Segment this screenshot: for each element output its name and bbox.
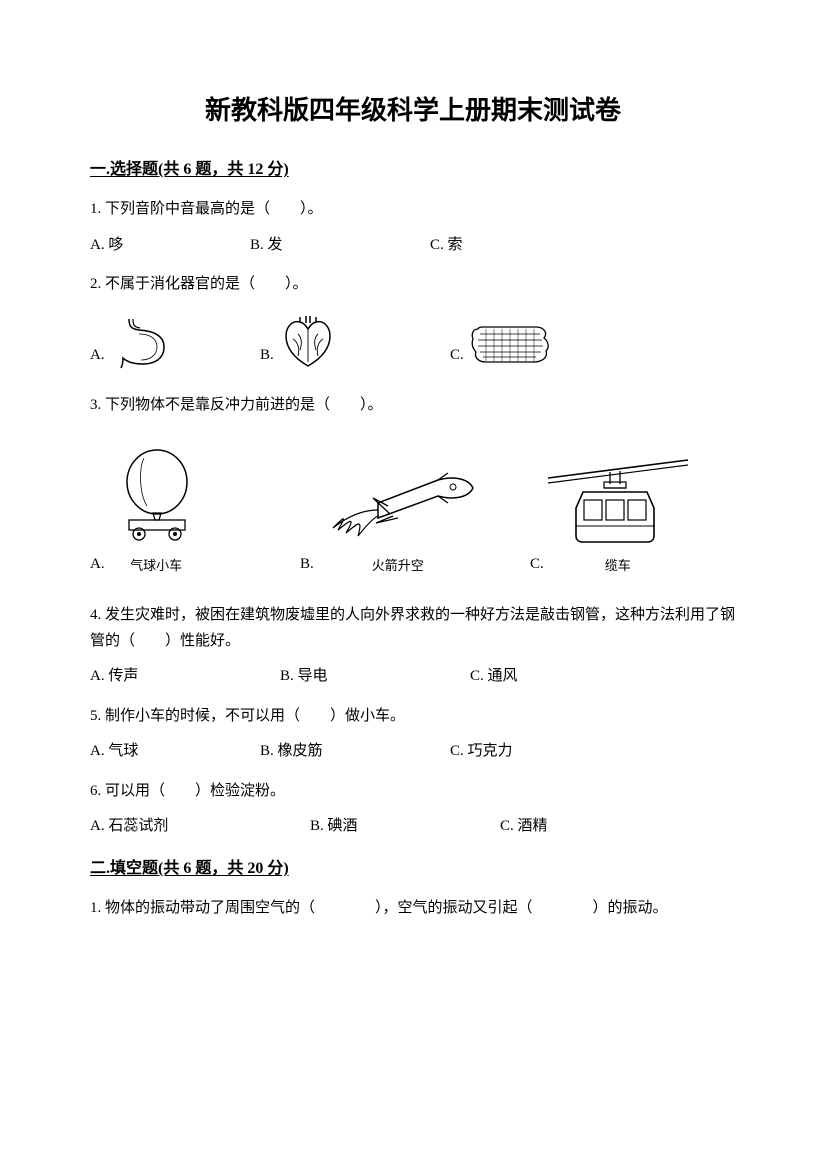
heart-icon [278,314,338,369]
question-5-options: A. 气球 B. 橡皮筋 C. 巧克力 [90,739,736,765]
section-2-header: 二.填空题(共 6 题，共 20 分) [90,854,736,878]
q4-option-a: A. 传声 [90,664,280,690]
section-1-header: 一.选择题(共 6 题，共 12 分) [90,155,736,179]
q6-option-a: A. 石蕊试剂 [90,814,310,840]
stomach-icon [109,314,179,369]
question-2-text: 2. 不属于消化器官的是（ ）。 [90,272,736,298]
fill-question-1-text: 1. 物体的振动带动了周围空气的（ ），空气的振动又引起（ ）的振动。 [90,896,736,922]
q6-option-c: C. 酒精 [500,814,548,840]
balloon-car-icon: 气球小车 [109,448,204,577]
question-6-text: 6. 可以用（ ）检验淀粉。 [90,779,736,805]
q1-option-b: B. 发 [250,233,430,259]
question-1-text: 1. 下列音阶中音最高的是（ ）。 [90,197,736,223]
question-4-options: A. 传声 B. 导电 C. 通风 [90,664,736,690]
q3-label-c: 缆车 [605,555,631,577]
q6-option-b: B. 碘酒 [310,814,500,840]
question-5: 5. 制作小车的时候，不可以用（ ）做小车。 A. 气球 B. 橡皮筋 C. 巧… [90,704,736,765]
question-6: 6. 可以用（ ）检验淀粉。 A. 石蕊试剂 B. 碘酒 C. 酒精 [90,779,736,840]
q1-option-c: C. 索 [430,233,463,259]
q5-option-a: A. 气球 [90,739,260,765]
rocket-icon: 火箭升空 [318,468,478,577]
q3-label-a: 气球小车 [130,555,182,577]
cable-car-icon: 缆车 [548,458,688,577]
fill-question-1: 1. 物体的振动带动了周围空气的（ ），空气的振动又引起（ ）的振动。 [90,896,736,922]
q2-option-c: C. [450,319,553,369]
question-4-text: 4. 发生灾难时，被困在建筑物废墟里的人向外界求救的一种好方法是敲击钢管，这种方… [90,603,736,654]
q1-option-a: A. 哆 [90,233,250,259]
question-3-text: 3. 下列物体不是靠反冲力前进的是（ ）。 [90,393,736,419]
question-1-options: A. 哆 B. 发 C. 索 [90,233,736,259]
intestine-icon [468,319,553,369]
page-title: 新教科版四年级科学上册期末测试卷 [90,90,736,127]
question-2-options: A. B. [90,314,736,369]
q2-option-a: A. [90,314,260,369]
question-1: 1. 下列音阶中音最高的是（ ）。 A. 哆 B. 发 C. 索 [90,197,736,258]
question-2: 2. 不属于消化器官的是（ ）。 A. B. [90,272,736,369]
q3-option-c: C. 缆车 [530,458,688,577]
q3-option-a: A. 气球小车 [90,448,300,577]
question-3-options: A. 气球小车 B. [90,448,736,577]
q4-option-c: C. 通风 [470,664,518,690]
question-6-options: A. 石蕊试剂 B. 碘酒 C. 酒精 [90,814,736,840]
question-5-text: 5. 制作小车的时候，不可以用（ ）做小车。 [90,704,736,730]
exam-page: 新教科版四年级科学上册期末测试卷 一.选择题(共 6 题，共 12 分) 1. … [0,0,826,1169]
question-4: 4. 发生灾难时，被困在建筑物废墟里的人向外界求救的一种好方法是敲击钢管，这种方… [90,603,736,690]
q2-option-b: B. [260,314,450,369]
q5-option-c: C. 巧克力 [450,739,513,765]
q5-option-b: B. 橡皮筋 [260,739,450,765]
q3-label-b: 火箭升空 [372,555,424,577]
q4-option-b: B. 导电 [280,664,470,690]
q3-option-b: B. 火箭升空 [300,468,530,577]
question-3: 3. 下列物体不是靠反冲力前进的是（ ）。 A. 气球小车 [90,393,736,578]
